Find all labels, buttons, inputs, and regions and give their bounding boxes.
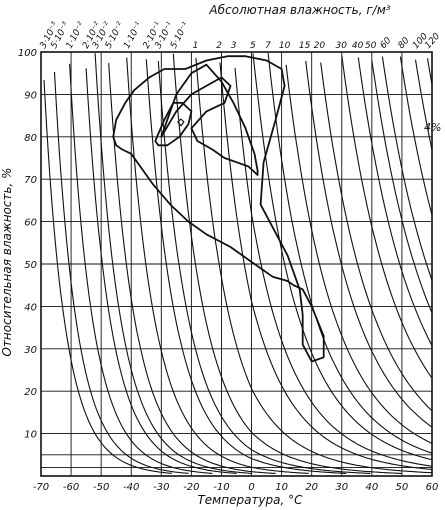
top-tick-label: 20 <box>314 41 326 51</box>
x-tick-label: 60 <box>426 482 439 493</box>
absolute-humidity-curve <box>157 60 371 474</box>
y-tick-labels: 10 20 30 40 50 60 70 80 90 100 <box>18 48 37 441</box>
climate-region-outline <box>160 63 259 176</box>
x-tick-label: -30 <box>153 482 169 493</box>
x-tick-label: -20 <box>183 482 199 493</box>
top-tick-label: 10 <box>279 41 291 51</box>
absolute-humidity-curve <box>267 53 433 454</box>
x-tick-labels: -70 -60 -50 -40 -30 -20 -10 0 10 20 30 40 50 60 <box>33 482 439 493</box>
absolute-humidity-curve <box>381 56 433 281</box>
x-tick-label: 10 <box>275 482 288 493</box>
x-tick-label: -40 <box>123 482 139 493</box>
absolute-humidity-curve <box>320 62 433 412</box>
y-tick-label: 40 <box>24 302 37 313</box>
top-tick-label: 80 <box>396 36 411 51</box>
absolute-humidity-curve <box>341 55 433 379</box>
absolute-humidity-curve <box>195 57 432 474</box>
y-tick-label: 80 <box>24 133 37 144</box>
absolute-humidity-curve <box>219 62 433 471</box>
top-tick-label: 120 <box>423 31 442 51</box>
y-tick-label: 50 <box>24 260 37 271</box>
y-tick-label: 10 <box>24 430 37 441</box>
absolute-humidity-curve <box>285 64 433 444</box>
x-axis-label: Температура, °С <box>197 493 303 507</box>
x-tick-label: 20 <box>305 482 318 493</box>
absolute-humidity-curve <box>371 60 433 314</box>
grid <box>41 52 432 476</box>
absolute-humidity-curve <box>126 57 309 474</box>
top-tick-label: 2 <box>216 41 222 51</box>
y-axis-label: Относительная влажность, % <box>0 167 14 356</box>
absolute-humidity-curve <box>414 59 433 151</box>
annotation-label: 4% <box>424 121 441 134</box>
x-tick-label: 50 <box>396 482 409 493</box>
x-tick-label: -70 <box>33 482 49 493</box>
y-tick-label: 60 <box>24 218 37 229</box>
absolute-humidity-curve <box>53 71 189 474</box>
top-tick-label: 30 <box>336 41 348 51</box>
y-tick-label: 30 <box>24 345 37 356</box>
top-tick-label: 40 <box>352 41 364 51</box>
climate-regions <box>112 55 325 363</box>
x-tick-label: 0 <box>248 482 254 493</box>
plot-frame <box>40 51 433 477</box>
absolute-humidity-curve <box>94 53 252 474</box>
absolute-humidity-curves <box>43 53 433 474</box>
x-tick-label: -10 <box>213 482 229 493</box>
climate-region-outline <box>177 118 185 127</box>
x-tick-label: 30 <box>335 482 348 493</box>
top-tick-label: 3 <box>231 41 237 51</box>
absolute-humidity-curve <box>172 53 402 474</box>
absolute-humidity-curve <box>399 56 433 216</box>
y-tick-label: 70 <box>24 175 37 186</box>
absolute-humidity-curve <box>108 63 276 474</box>
top-tick-label: 50 <box>365 41 377 51</box>
absolute-humidity-curve <box>234 67 433 467</box>
absolute-humidity-curve <box>145 59 347 474</box>
absolute-humidity-curve <box>252 53 433 461</box>
top-tick-label: 60 <box>378 36 393 51</box>
y-tick-label: 90 <box>24 90 37 101</box>
y-tick-label: 20 <box>24 387 37 398</box>
top-tick-label: 5 <box>250 41 256 51</box>
climate-region-outline <box>112 55 325 363</box>
y-tick-label: 100 <box>18 48 37 59</box>
absolute-humidity-curve <box>305 60 433 428</box>
absolute-humidity-curve <box>357 57 433 346</box>
x-tick-label: -50 <box>93 482 109 493</box>
x-tick-label: 40 <box>365 482 378 493</box>
top-axis-label: Абсолютная влажность, г/м³ <box>208 3 390 17</box>
absolute-humidity-curve <box>43 79 172 474</box>
top-tick-labels: 3·10⁻³5·10⁻³1·10⁻²2·10⁻²3·10⁻²5·10⁻²1·10… <box>38 20 442 51</box>
top-tick-label: 7 <box>265 41 271 51</box>
absolute-humidity-curve <box>85 68 237 474</box>
absolute-humidity-curve <box>69 63 213 474</box>
x-tick-label: -60 <box>63 482 79 493</box>
climate-region-outline <box>154 102 193 147</box>
top-tick-label: 1 <box>193 41 199 51</box>
top-tick-label: 15 <box>299 41 311 51</box>
